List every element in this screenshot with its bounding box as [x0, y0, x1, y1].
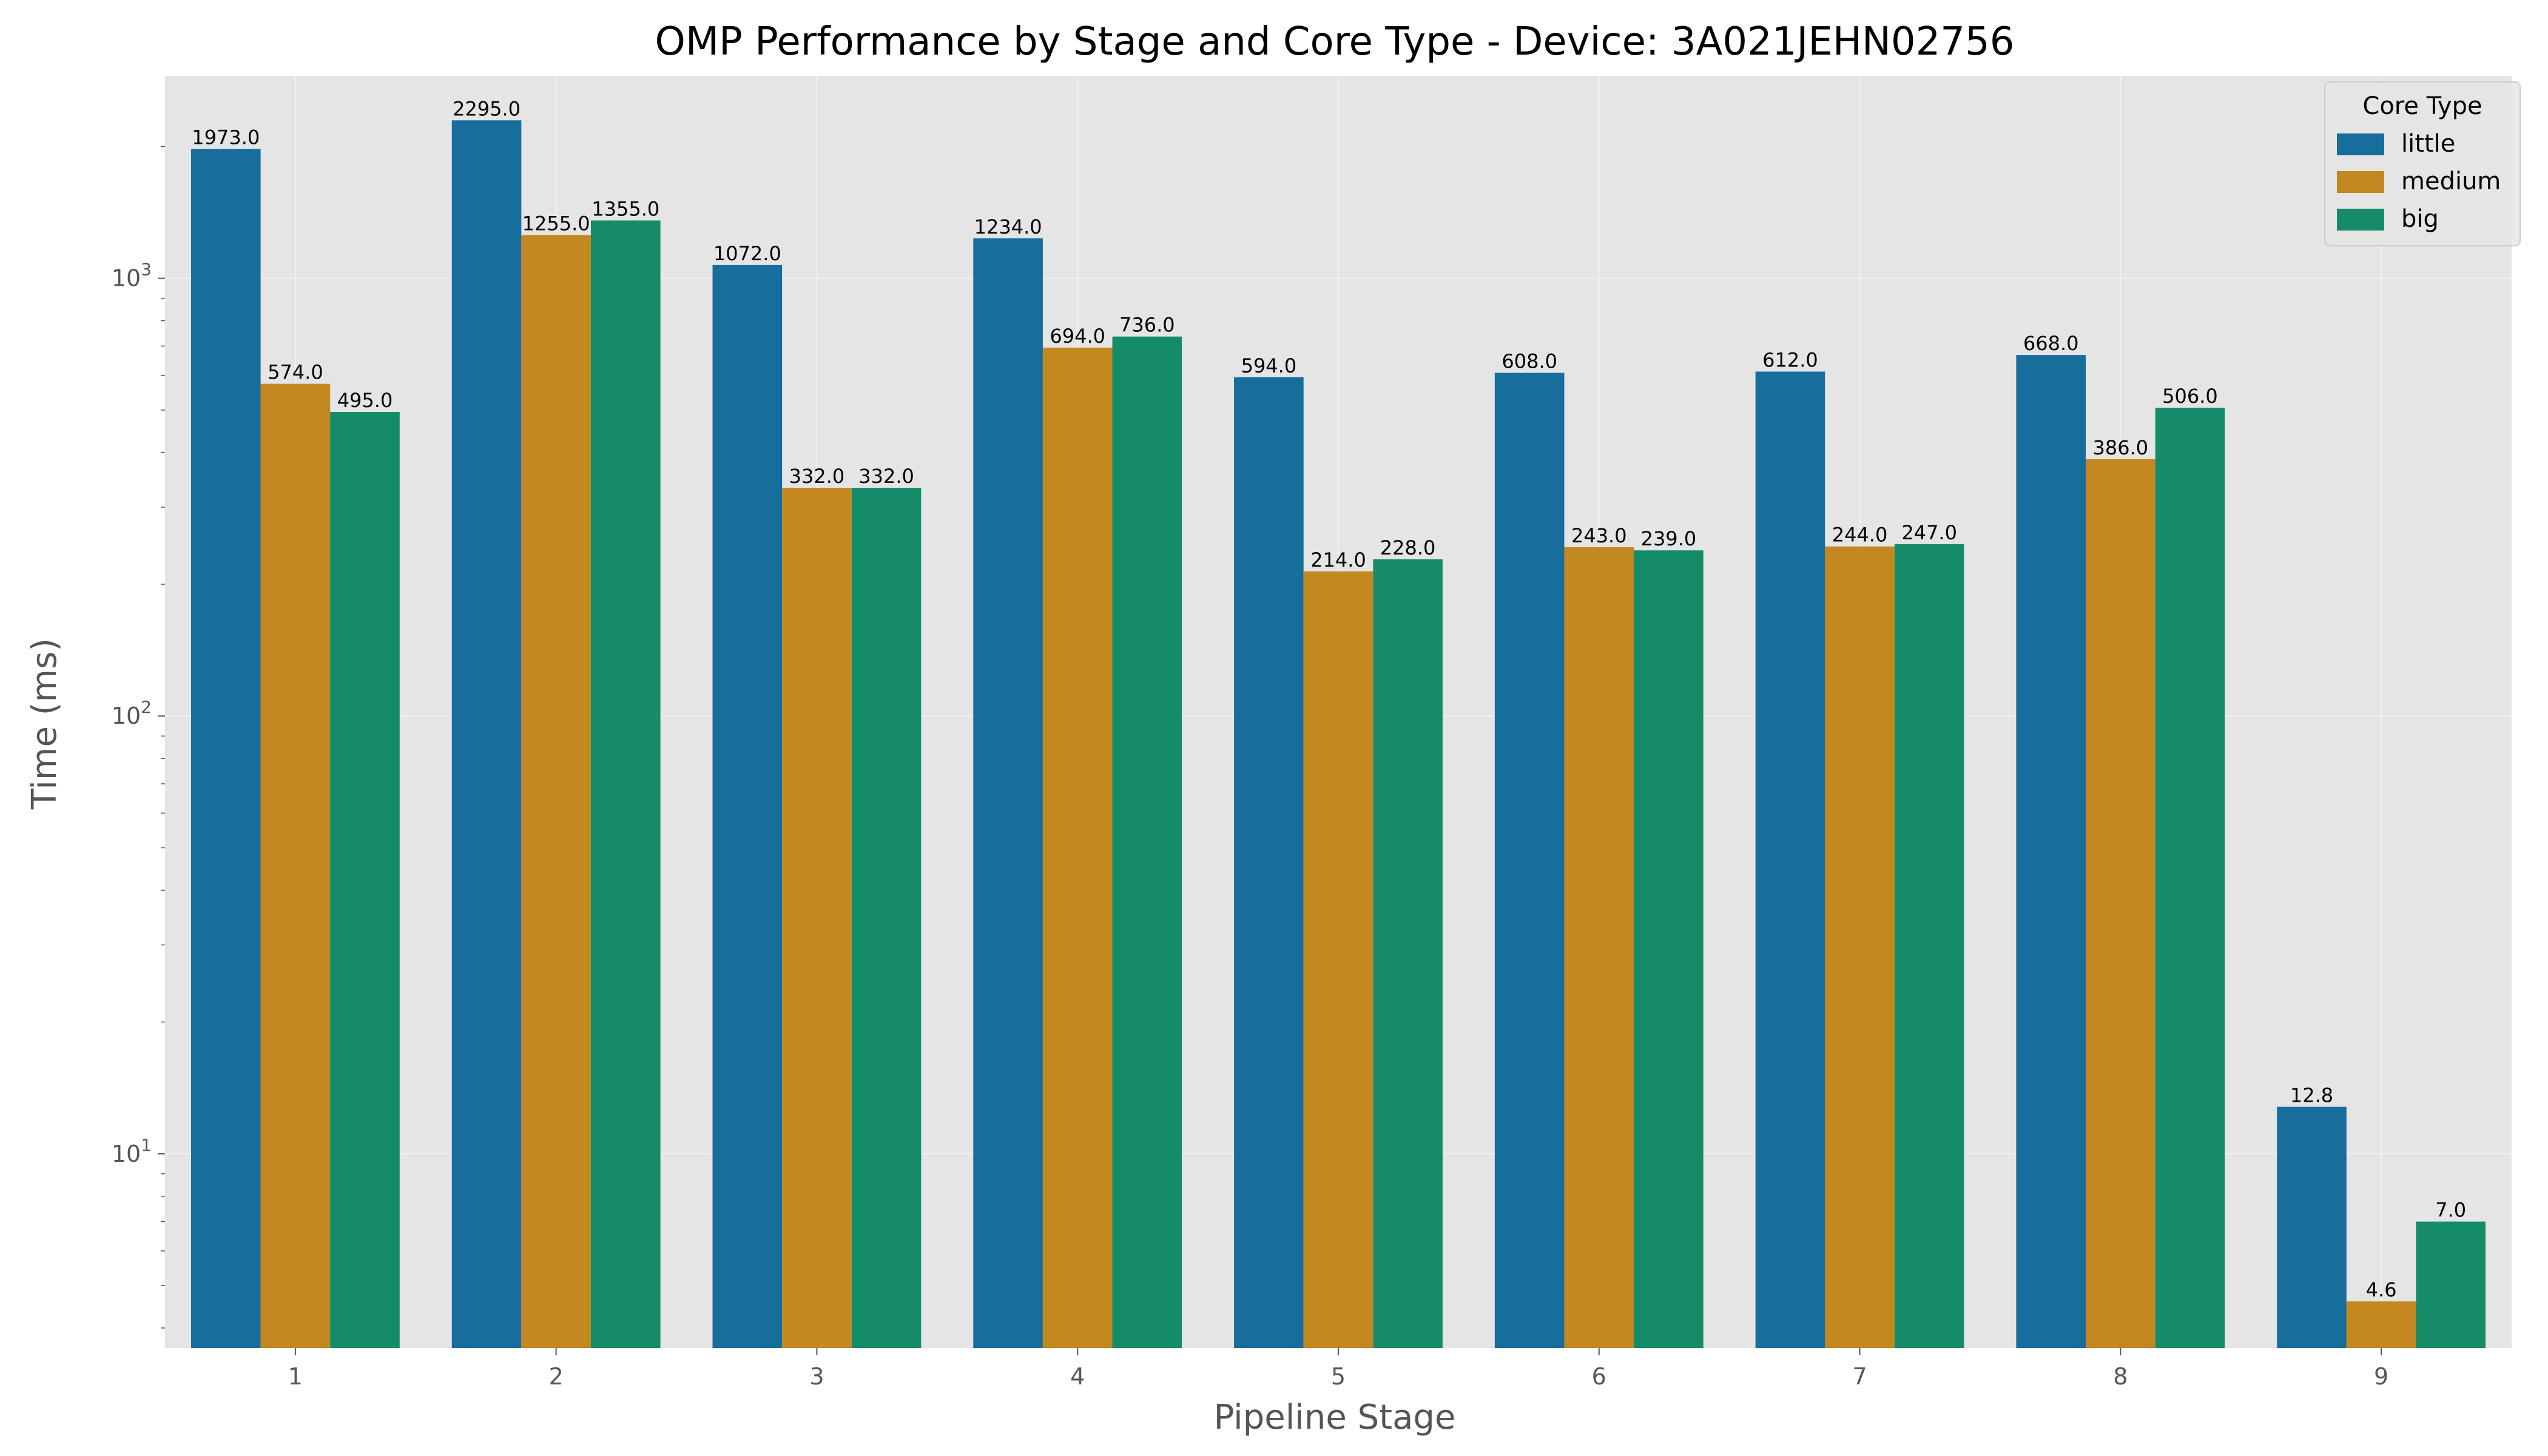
bar-medium — [1042, 348, 1113, 1348]
bar-big — [590, 220, 661, 1349]
legend-label-medium: medium — [2401, 167, 2501, 195]
bar-medium — [1564, 547, 1634, 1348]
bar-big — [2155, 408, 2225, 1348]
x-tick-label: 8 — [2113, 1363, 2128, 1390]
x-tick-label: 4 — [1070, 1363, 1085, 1390]
bar-value-label: 668.0 — [2023, 332, 2079, 355]
legend-label-big: big — [2401, 205, 2439, 233]
bar-value-label: 4.6 — [2366, 1278, 2397, 1301]
legend-items: little medium big — [2337, 130, 2501, 233]
y-tick-label: 101 — [112, 1135, 152, 1167]
bar-value-label: 244.0 — [1832, 524, 1888, 547]
legend-swatch-big — [2337, 209, 2384, 231]
x-tick-label: 5 — [1331, 1363, 1346, 1390]
bar-value-label: 612.0 — [1762, 349, 1818, 372]
bar-medium — [2086, 459, 2155, 1348]
legend-swatch-medium — [2337, 171, 2384, 193]
bar-little — [2277, 1107, 2347, 1348]
bar-value-label: 2295.0 — [453, 97, 521, 120]
bar-value-label: 247.0 — [1901, 521, 1957, 544]
bar-big — [2416, 1221, 2486, 1348]
bar-big — [851, 488, 922, 1348]
bar-value-label: 332.0 — [858, 465, 914, 488]
bar-big — [1634, 550, 1704, 1348]
y-axis: 101 102 103 — [112, 146, 165, 1329]
bar-labels: 1973.0 2295.0 1072.0 1234.0 594.0 608.0 612.0 6… — [192, 97, 2466, 1301]
y-tick-label: 102 — [112, 697, 152, 729]
bar-value-label: 1255.0 — [522, 212, 590, 235]
bar-value-label: 386.0 — [2093, 436, 2149, 459]
chart-title: OMP Performance by Stage and Core Type -… — [655, 19, 2015, 64]
bar-value-label: 574.0 — [268, 361, 323, 384]
bar-big — [1373, 559, 1443, 1348]
bar-little — [1234, 377, 1304, 1348]
bar-value-label: 495.0 — [337, 389, 393, 412]
x-tick-label: 6 — [1592, 1363, 1606, 1390]
bar-medium — [2346, 1301, 2416, 1348]
bar-little — [1494, 372, 1565, 1349]
bar-value-label: 736.0 — [1119, 314, 1175, 337]
bar-medium — [521, 235, 591, 1349]
bar-little — [1755, 371, 1825, 1348]
bar-value-label: 228.0 — [1380, 536, 1436, 559]
bar-value-label: 239.0 — [1641, 527, 1697, 550]
bar-little — [2016, 355, 2086, 1348]
bar-little — [973, 238, 1043, 1349]
x-tick-label: 1 — [288, 1363, 303, 1390]
bar-medium — [782, 488, 852, 1348]
bar-value-label: 608.0 — [1502, 350, 1557, 373]
bar-value-label: 214.0 — [1310, 548, 1366, 571]
bar-value-label: 1973.0 — [192, 126, 260, 149]
bar-medium — [260, 383, 331, 1349]
bar-little — [190, 149, 261, 1349]
y-tick-label: 103 — [112, 260, 152, 292]
legend-box — [2324, 81, 2521, 246]
bar-medium — [1303, 571, 1373, 1348]
x-tick-label: 7 — [1852, 1363, 1867, 1390]
bar-value-label: 332.0 — [789, 465, 845, 488]
bar-little — [712, 265, 783, 1349]
x-tick-label: 3 — [809, 1363, 824, 1390]
bars — [190, 120, 2486, 1349]
bar-value-label: 1234.0 — [974, 215, 1042, 238]
bar-value-label: 243.0 — [1571, 524, 1627, 547]
x-axis: 1 2 3 4 5 6 7 8 9 — [288, 1348, 2388, 1390]
bar-medium — [1825, 546, 1895, 1348]
legend-title: Core Type — [2362, 92, 2482, 120]
legend-swatch-little — [2337, 133, 2384, 155]
legend-label-little: little — [2401, 130, 2455, 158]
bar-value-label: 506.0 — [2162, 385, 2218, 408]
bar-value-label: 1072.0 — [713, 242, 781, 265]
bar-little — [451, 120, 522, 1349]
x-tick-label: 2 — [549, 1363, 564, 1390]
bar-big — [330, 412, 400, 1349]
x-axis-label: Pipeline Stage — [1214, 1398, 1456, 1437]
bar-value-label: 1355.0 — [592, 197, 659, 220]
legend: Core Type little medium big — [2324, 81, 2521, 246]
bar-big — [1112, 336, 1182, 1348]
bar-value-label: 12.8 — [2290, 1084, 2333, 1107]
y-axis-label: Time (ms) — [25, 638, 64, 810]
bar-value-label: 7.0 — [2435, 1199, 2466, 1222]
bar-value-label: 594.0 — [1241, 354, 1297, 377]
bar-value-label: 694.0 — [1050, 325, 1105, 348]
x-tick-label: 9 — [2374, 1363, 2388, 1390]
bar-big — [1894, 544, 1964, 1348]
